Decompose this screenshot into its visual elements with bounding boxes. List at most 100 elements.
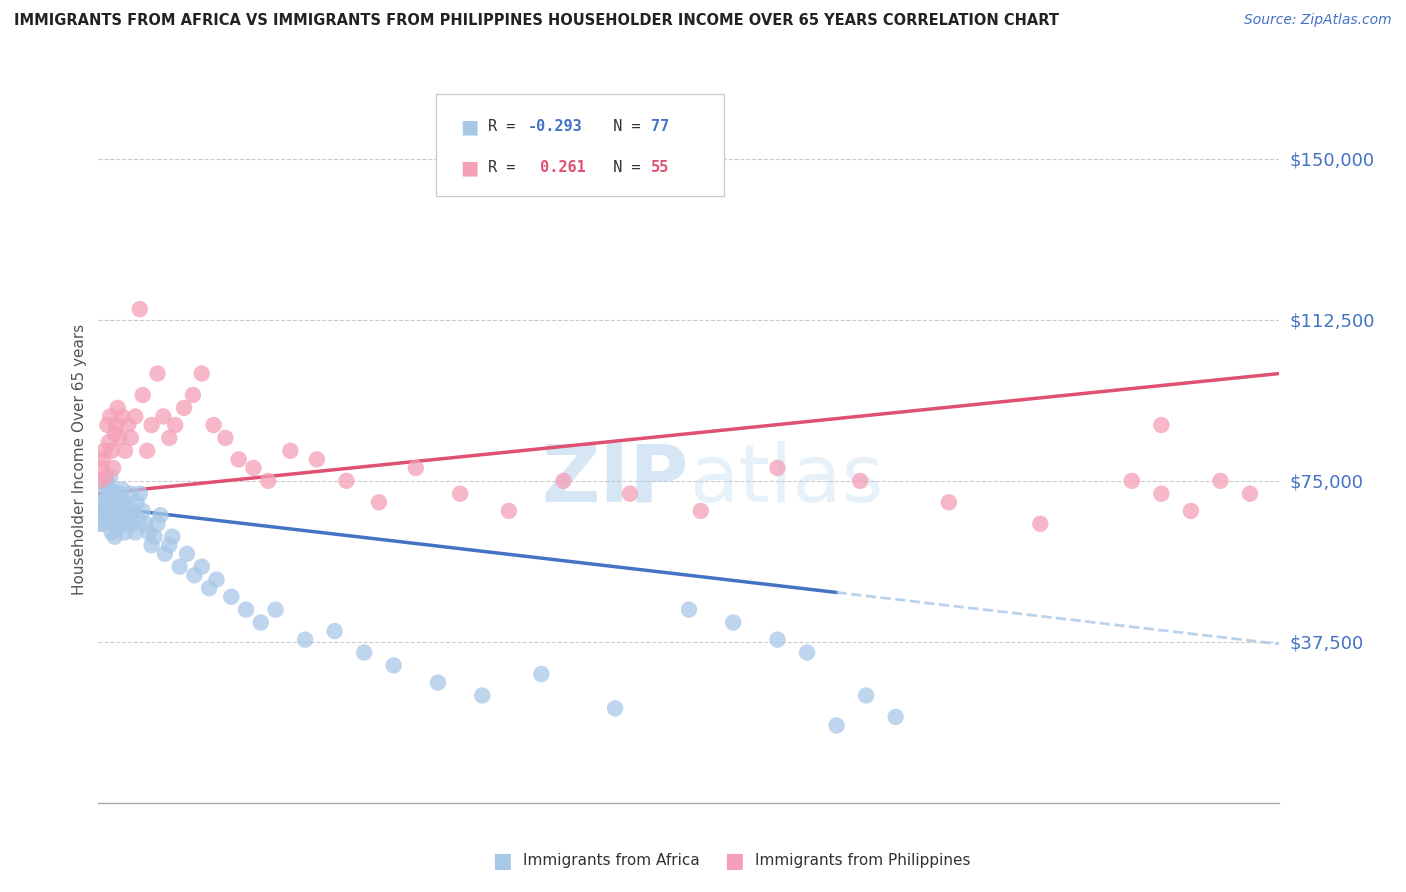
Point xyxy=(766,632,789,647)
Point xyxy=(619,487,641,501)
Point xyxy=(884,710,907,724)
Point xyxy=(105,417,128,433)
Point xyxy=(149,508,172,523)
Point xyxy=(98,504,121,518)
Point xyxy=(162,530,183,544)
Text: 0.261: 0.261 xyxy=(531,161,586,175)
Point xyxy=(128,487,150,501)
Point xyxy=(127,512,149,526)
Point xyxy=(93,495,115,509)
Point xyxy=(165,417,187,433)
Point xyxy=(721,615,744,630)
Point xyxy=(115,500,138,514)
Point xyxy=(323,624,346,639)
Point xyxy=(94,469,117,483)
Point xyxy=(143,530,166,544)
Point xyxy=(107,504,129,518)
Point xyxy=(191,367,214,381)
Text: Source: ZipAtlas.com: Source: ZipAtlas.com xyxy=(1244,13,1392,28)
Point xyxy=(191,559,214,574)
Point xyxy=(689,504,711,518)
Point xyxy=(1150,417,1173,433)
Text: -0.293: -0.293 xyxy=(527,120,582,134)
Point xyxy=(100,525,122,540)
Point xyxy=(114,525,136,540)
Point xyxy=(471,689,494,703)
Point xyxy=(530,667,553,681)
Point xyxy=(98,469,121,483)
Point xyxy=(114,443,136,458)
Point xyxy=(114,495,136,509)
Text: IMMIGRANTS FROM AFRICA VS IMMIGRANTS FROM PHILIPPINES HOUSEHOLDER INCOME OVER 65: IMMIGRANTS FROM AFRICA VS IMMIGRANTS FRO… xyxy=(14,13,1059,29)
Point xyxy=(108,487,131,501)
Point xyxy=(124,409,146,424)
Point xyxy=(111,504,134,518)
Point xyxy=(278,443,302,458)
Point xyxy=(1180,504,1202,518)
Point xyxy=(183,568,205,582)
Point xyxy=(796,646,818,660)
Point xyxy=(305,452,328,467)
Point xyxy=(89,516,111,531)
Point xyxy=(107,401,129,415)
Point xyxy=(96,417,118,433)
Point xyxy=(181,388,204,402)
Point xyxy=(849,474,872,488)
Text: 55: 55 xyxy=(651,161,669,175)
Text: N =: N = xyxy=(595,120,650,134)
Point xyxy=(91,516,114,531)
Point xyxy=(96,512,118,526)
Point xyxy=(125,495,148,509)
Point xyxy=(214,431,236,445)
Point xyxy=(120,487,142,501)
Point xyxy=(105,491,128,505)
Point xyxy=(103,516,125,531)
Text: ■: ■ xyxy=(492,851,512,871)
Point xyxy=(110,495,132,509)
Point xyxy=(219,590,242,604)
Point xyxy=(124,525,146,540)
Point xyxy=(382,658,405,673)
Point xyxy=(104,426,127,441)
Point xyxy=(97,491,120,505)
Point xyxy=(103,487,125,501)
Point xyxy=(91,487,114,501)
Point xyxy=(294,632,316,647)
Point xyxy=(228,452,250,467)
Point xyxy=(553,474,575,488)
Point xyxy=(141,538,163,552)
Point xyxy=(141,417,163,433)
Point xyxy=(1239,487,1261,501)
Point xyxy=(257,474,280,488)
Text: atlas: atlas xyxy=(689,441,883,519)
Point xyxy=(135,516,157,531)
Point xyxy=(678,602,700,616)
Point xyxy=(855,689,877,703)
Point xyxy=(136,443,159,458)
Point xyxy=(90,461,112,475)
Point xyxy=(132,504,155,518)
Point xyxy=(94,500,117,514)
Text: 77: 77 xyxy=(651,120,669,134)
Point xyxy=(97,435,120,450)
Point xyxy=(107,521,129,535)
Point xyxy=(198,581,221,595)
Point xyxy=(368,495,391,509)
Y-axis label: Householder Income Over 65 years: Householder Income Over 65 years xyxy=(72,324,87,595)
Point xyxy=(153,547,176,561)
Point xyxy=(169,559,191,574)
Point xyxy=(94,474,117,488)
Point xyxy=(146,367,169,381)
Point xyxy=(98,409,121,424)
Point xyxy=(132,388,155,402)
Point xyxy=(100,443,122,458)
Text: R =: R = xyxy=(488,161,524,175)
Point xyxy=(427,675,450,690)
Text: N =: N = xyxy=(595,161,650,175)
Point xyxy=(121,516,143,531)
Point xyxy=(825,718,848,732)
Point xyxy=(112,512,135,526)
Point xyxy=(1209,474,1232,488)
Point xyxy=(405,461,427,475)
Point xyxy=(118,508,141,523)
